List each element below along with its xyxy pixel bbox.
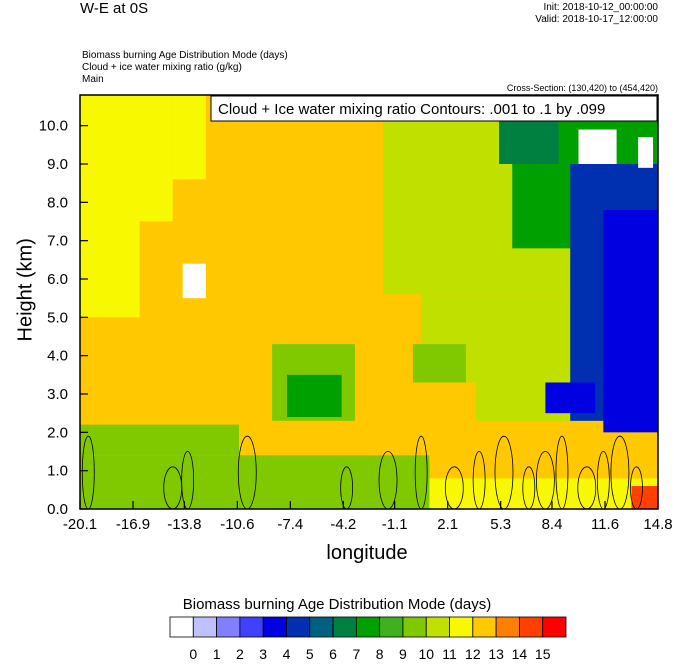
colorbar-label-8: 8 [376, 646, 384, 662]
contour-annotation: Cloud + Ice water mixing ratio Contours:… [218, 101, 605, 118]
colorbar-label-12: 12 [465, 646, 481, 662]
y-tick-label-1: 1.0 [47, 463, 68, 480]
heatmap-region-1 [80, 95, 173, 222]
heatmap-region-3 [172, 95, 206, 180]
x-tick-label-1: -16.9 [116, 516, 150, 533]
colorbar-swatch-8 [355, 616, 381, 638]
colorbar-label-2: 2 [236, 646, 244, 662]
heatmap-region-16 [80, 424, 239, 456]
x-tick-label-2: -13.8 [167, 516, 201, 533]
y-tick-label-3: 3.0 [47, 386, 68, 403]
heatmap-region-21 [631, 486, 658, 509]
heatmap-region-20 [429, 478, 658, 509]
colorbar-label-0: 0 [189, 646, 197, 662]
chart-title: W-E at 0S [80, 0, 149, 17]
y-tick-label-7: 7.0 [47, 233, 68, 250]
colorbar-label-3: 3 [259, 646, 267, 662]
colorbar-swatch-9 [379, 616, 404, 638]
colorbar-label-14: 14 [512, 646, 528, 662]
y-tick-label-10: 10.0 [39, 118, 68, 135]
colorbar-swatch-16 [542, 616, 567, 638]
colorbar-label-1: 1 [213, 646, 221, 662]
x-tick-label-4: -7.4 [277, 516, 303, 533]
subtitle-field-3: Main [82, 74, 104, 85]
colorbar-label-5: 5 [306, 646, 314, 662]
colorbar-swatch-0 [169, 616, 194, 638]
heatmap-region-13 [578, 129, 617, 164]
y-tick-label-9: 9.0 [47, 156, 68, 173]
x-tick-label-0: -20.1 [63, 516, 97, 533]
x-tick-label-3: -10.6 [220, 516, 254, 533]
colorbar-swatch-5 [286, 616, 311, 638]
colorbar-swatch-15 [519, 616, 544, 638]
colorbar-label-10: 10 [418, 646, 434, 662]
heatmap-region-15 [80, 455, 430, 509]
y-tick-label-6: 6.0 [47, 271, 68, 288]
colorbar-swatch-14 [495, 616, 520, 638]
x-axis-ticks: -20.1 -16.9 -13.8 -10.6 -7.4 -4.2 -1.1 2.1 5.3 8.… [63, 501, 673, 533]
x-tick-label-11: 14.8 [643, 516, 672, 533]
colorbar-label-13: 13 [488, 646, 504, 662]
subtitle-field-1: Biomass burning Age Distribution Mode (d… [82, 50, 288, 61]
colorbar-swatch-2 [216, 616, 241, 638]
x-tick-label-9: 8.4 [542, 516, 563, 533]
colorbar-swatch-6 [309, 616, 334, 638]
x-tick-label-8: 5.3 [490, 516, 511, 533]
heatmap-region-11 [545, 382, 596, 414]
cross-section-label: Cross-Section: (130,420) to (454,420) [506, 83, 658, 93]
x-tick-label-5: -4.2 [330, 516, 356, 533]
heatmap-region-2 [80, 221, 140, 318]
valid-time: Valid: 2018-10-17_12:00:00 [535, 14, 658, 25]
plot-frame [79, 94, 659, 510]
colorbar-swatch-1 [192, 616, 217, 638]
y-tick-label-5: 5.0 [47, 309, 68, 326]
y-tick-label-2: 2.0 [47, 424, 68, 441]
heatmap-regions [80, 95, 658, 509]
colorbar-label-7: 7 [352, 646, 360, 662]
colorbar-label-15: 15 [535, 646, 551, 662]
colorbar-swatch-3 [239, 616, 264, 638]
colorbar-label-4: 4 [283, 646, 291, 662]
colorbar-swatch-13 [472, 616, 497, 638]
colorbar-swatch-11 [425, 616, 450, 638]
x-tick-label-7: 2.1 [437, 516, 458, 533]
y-tick-label-0: 0.0 [47, 501, 68, 518]
y-tick-label-8: 8.0 [47, 194, 68, 211]
colorbar: 0 1 2 3 4 5 6 7 8 9 10 11 12 13 14 15 [169, 616, 567, 662]
colorbar-label-11: 11 [442, 646, 457, 662]
colorbar-label-9: 9 [399, 646, 407, 662]
contour-annotation-box [210, 95, 658, 122]
y-axis-label: Height (km) [14, 238, 37, 342]
subtitle-field-2: Cloud + ice water mixing ratio (g/kg) [82, 62, 242, 73]
colorbar-label-6: 6 [329, 646, 337, 662]
x-tick-label-6: -1.1 [382, 516, 408, 533]
x-axis-label: longitude [326, 542, 408, 564]
heatmap-region-12 [182, 263, 206, 299]
heatmap-region-14 [638, 137, 654, 168]
init-time: Init: 2018-10-12_00:00:00 [543, 2, 658, 13]
colorbar-swatch-12 [449, 616, 474, 638]
x-tick-label-10: 11.6 [591, 516, 619, 533]
colorbar-swatch-7 [332, 616, 357, 638]
colorbar-swatch-10 [402, 616, 427, 638]
y-tick-label-4: 4.0 [47, 348, 68, 365]
y-axis-ticks: 0.0 1.0 2.0 3.0 4.0 5.0 6.0 7.0 8.0 9.0 10.0 [39, 118, 88, 518]
colorbar-swatch-4 [262, 616, 287, 638]
colorbar-title: Biomass burning Age Distribution Mode (d… [182, 596, 492, 613]
heatmap-region-18 [412, 344, 466, 383]
heatmap-region-10 [603, 210, 658, 433]
heatmap-region-19 [287, 374, 342, 417]
